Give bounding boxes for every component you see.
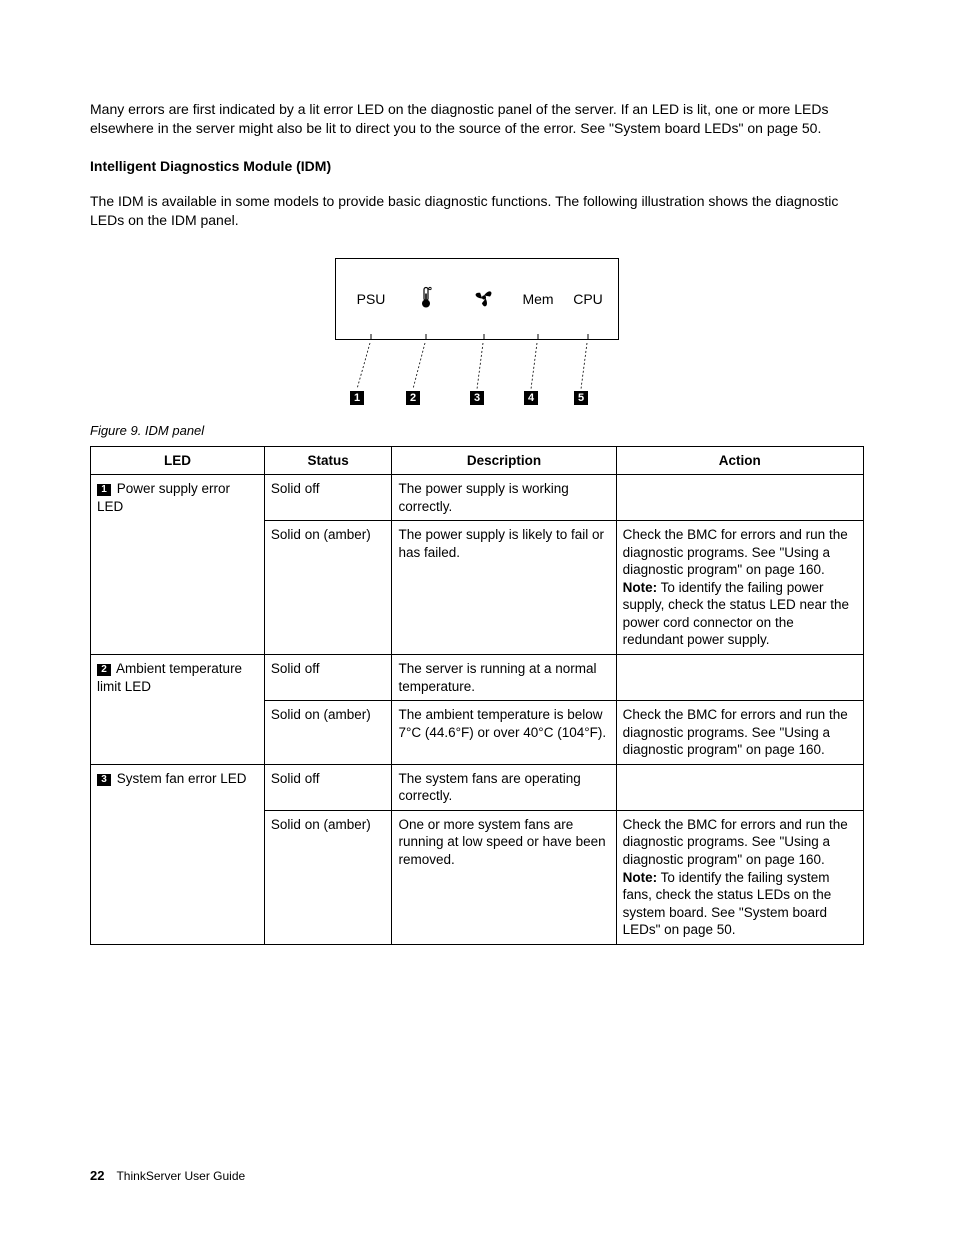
action-text: Check the BMC for errors and run the dia… bbox=[623, 817, 848, 867]
idm-panel-box: PSU Mem bbox=[335, 258, 619, 340]
mem-label: Mem bbox=[522, 291, 553, 307]
cell-description: One or more system fans are running at l… bbox=[392, 810, 616, 944]
fan-icon bbox=[473, 286, 495, 311]
note-text: To identify the failing power supply, ch… bbox=[623, 580, 849, 648]
table-header-row: LED Status Description Action bbox=[91, 446, 864, 475]
cell-action: Check the BMC for errors and run the dia… bbox=[616, 521, 863, 655]
cell-led: 3 System fan error LED bbox=[91, 764, 265, 944]
row-badge: 1 bbox=[97, 484, 111, 496]
cell-action bbox=[616, 475, 863, 521]
thermometer-icon bbox=[419, 286, 433, 311]
cell-led: 2 Ambient temperature limit LED bbox=[91, 655, 265, 765]
cell-action: Check the BMC for errors and run the dia… bbox=[616, 701, 863, 765]
cell-description: The server is running at a normal temper… bbox=[392, 655, 616, 701]
page: Many errors are first indicated by a lit… bbox=[0, 0, 954, 1235]
cell-action bbox=[616, 764, 863, 810]
table-row: 3 System fan error LED Solid off The sys… bbox=[91, 764, 864, 810]
cell-description: The power supply is working correctly. bbox=[392, 475, 616, 521]
tick bbox=[371, 334, 372, 340]
cell-description: The ambient temperature is below 7°C (44… bbox=[392, 701, 616, 765]
callout-leaders: 1 2 3 4 5 bbox=[335, 343, 619, 405]
th-status: Status bbox=[264, 446, 392, 475]
cell-description: The power supply is likely to fail or ha… bbox=[392, 521, 616, 655]
page-footer: 22 ThinkServer User Guide bbox=[90, 1168, 245, 1183]
cell-led: 1 Power supply error LED bbox=[91, 475, 265, 655]
cell-status: Solid off bbox=[264, 655, 392, 701]
th-led: LED bbox=[91, 446, 265, 475]
th-action: Action bbox=[616, 446, 863, 475]
section-paragraph: The IDM is available in some models to p… bbox=[90, 192, 864, 230]
led-name: System fan error LED bbox=[113, 771, 247, 786]
row-badge: 3 bbox=[97, 774, 111, 786]
cell-status: Solid on (amber) bbox=[264, 810, 392, 944]
table-row: 1 Power supply error LED Solid off The p… bbox=[91, 475, 864, 521]
tick bbox=[588, 334, 589, 340]
note-label: Note: bbox=[623, 870, 658, 885]
callout-3: 3 bbox=[470, 388, 484, 405]
callout-5: 5 bbox=[574, 388, 588, 405]
figure-caption: Figure 9. IDM panel bbox=[90, 423, 864, 438]
cell-status: Solid off bbox=[264, 475, 392, 521]
callout-4: 4 bbox=[524, 388, 538, 405]
psu-label: PSU bbox=[357, 291, 386, 307]
callout-1: 1 bbox=[350, 388, 364, 405]
intro-paragraph: Many errors are first indicated by a lit… bbox=[90, 100, 864, 138]
led-name: Power supply error LED bbox=[97, 481, 230, 514]
th-description: Description bbox=[392, 446, 616, 475]
tick bbox=[538, 334, 539, 340]
cell-status: Solid on (amber) bbox=[264, 521, 392, 655]
idm-figure: PSU Mem bbox=[90, 258, 864, 405]
page-number: 22 bbox=[90, 1168, 104, 1183]
cell-status: Solid off bbox=[264, 764, 392, 810]
cell-action bbox=[616, 655, 863, 701]
cpu-label: CPU bbox=[573, 291, 603, 307]
led-table: LED Status Description Action 1 Power su… bbox=[90, 446, 864, 945]
action-text: Check the BMC for errors and run the dia… bbox=[623, 527, 848, 577]
led-name: Ambient temperature limit LED bbox=[97, 661, 242, 694]
table-row: 2 Ambient temperature limit LED Solid of… bbox=[91, 655, 864, 701]
tick bbox=[484, 334, 485, 340]
cell-status: Solid on (amber) bbox=[264, 701, 392, 765]
cell-description: The system fans are operating correctly. bbox=[392, 764, 616, 810]
callout-2: 2 bbox=[406, 388, 420, 405]
cell-action: Check the BMC for errors and run the dia… bbox=[616, 810, 863, 944]
row-badge: 2 bbox=[97, 664, 111, 676]
section-heading: Intelligent Diagnostics Module (IDM) bbox=[90, 158, 864, 174]
tick bbox=[426, 334, 427, 340]
note-label: Note: bbox=[623, 580, 658, 595]
doc-title: ThinkServer User Guide bbox=[116, 1169, 245, 1183]
action-text: Check the BMC for errors and run the dia… bbox=[623, 707, 848, 757]
